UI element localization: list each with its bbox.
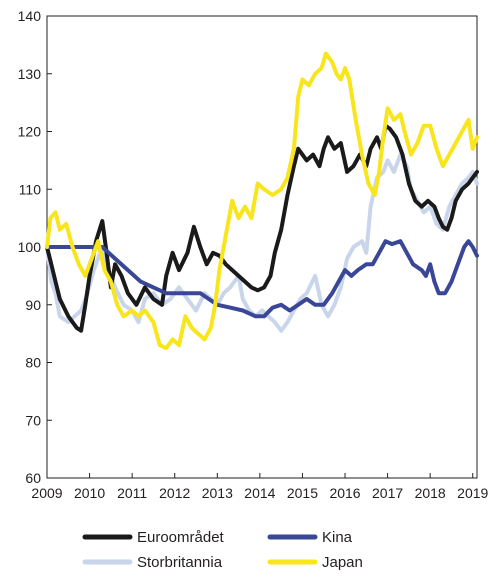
- x-tick-label: 2011: [117, 485, 147, 501]
- plot-frame: [46, 15, 478, 479]
- x-tick-label: 2013: [202, 485, 233, 501]
- series-lines: [45, 51, 479, 351]
- y-tick-label: 90: [25, 297, 41, 313]
- series-line-euroområdet: [45, 123, 479, 333]
- y-tick-label: 60: [25, 470, 41, 486]
- x-tick-label: 2015: [287, 485, 318, 501]
- y-tick-label: 80: [25, 355, 41, 371]
- legend-label: Euroområdet: [137, 529, 225, 546]
- x-tick-label: 2016: [329, 485, 360, 501]
- tick-labels: 60 70 80 90 100 110 120 130 140 2009 2010 2011 2012 2…: [18, 8, 489, 501]
- series-line-japan: [45, 51, 479, 351]
- series-line-kina: [45, 239, 479, 319]
- y-tick-label: 100: [18, 239, 42, 255]
- y-tick-label: 70: [25, 412, 41, 428]
- x-tick-label: 2018: [415, 485, 446, 501]
- x-tick-label: 2012: [159, 485, 190, 501]
- legend-label: Storbritannia: [137, 554, 223, 571]
- x-tick-label: 2017: [372, 485, 403, 501]
- x-tick-label: 2014: [244, 485, 275, 501]
- x-tick-label: 2010: [74, 485, 105, 501]
- x-tick-label: 2009: [31, 485, 62, 501]
- legend-label: Japan: [322, 554, 363, 571]
- series-line-storbritannia: [45, 152, 479, 333]
- y-tick-label: 110: [19, 181, 42, 197]
- x-tick-label: 2019: [457, 485, 488, 501]
- axes: [46, 15, 478, 479]
- legend: Euroområdet Kina Storbritannia Japan: [82, 529, 363, 571]
- legend-label: Kina: [322, 529, 353, 546]
- y-tick-label: 120: [18, 124, 42, 140]
- y-tick-label: 130: [18, 66, 42, 82]
- y-tick-label: 140: [18, 8, 42, 24]
